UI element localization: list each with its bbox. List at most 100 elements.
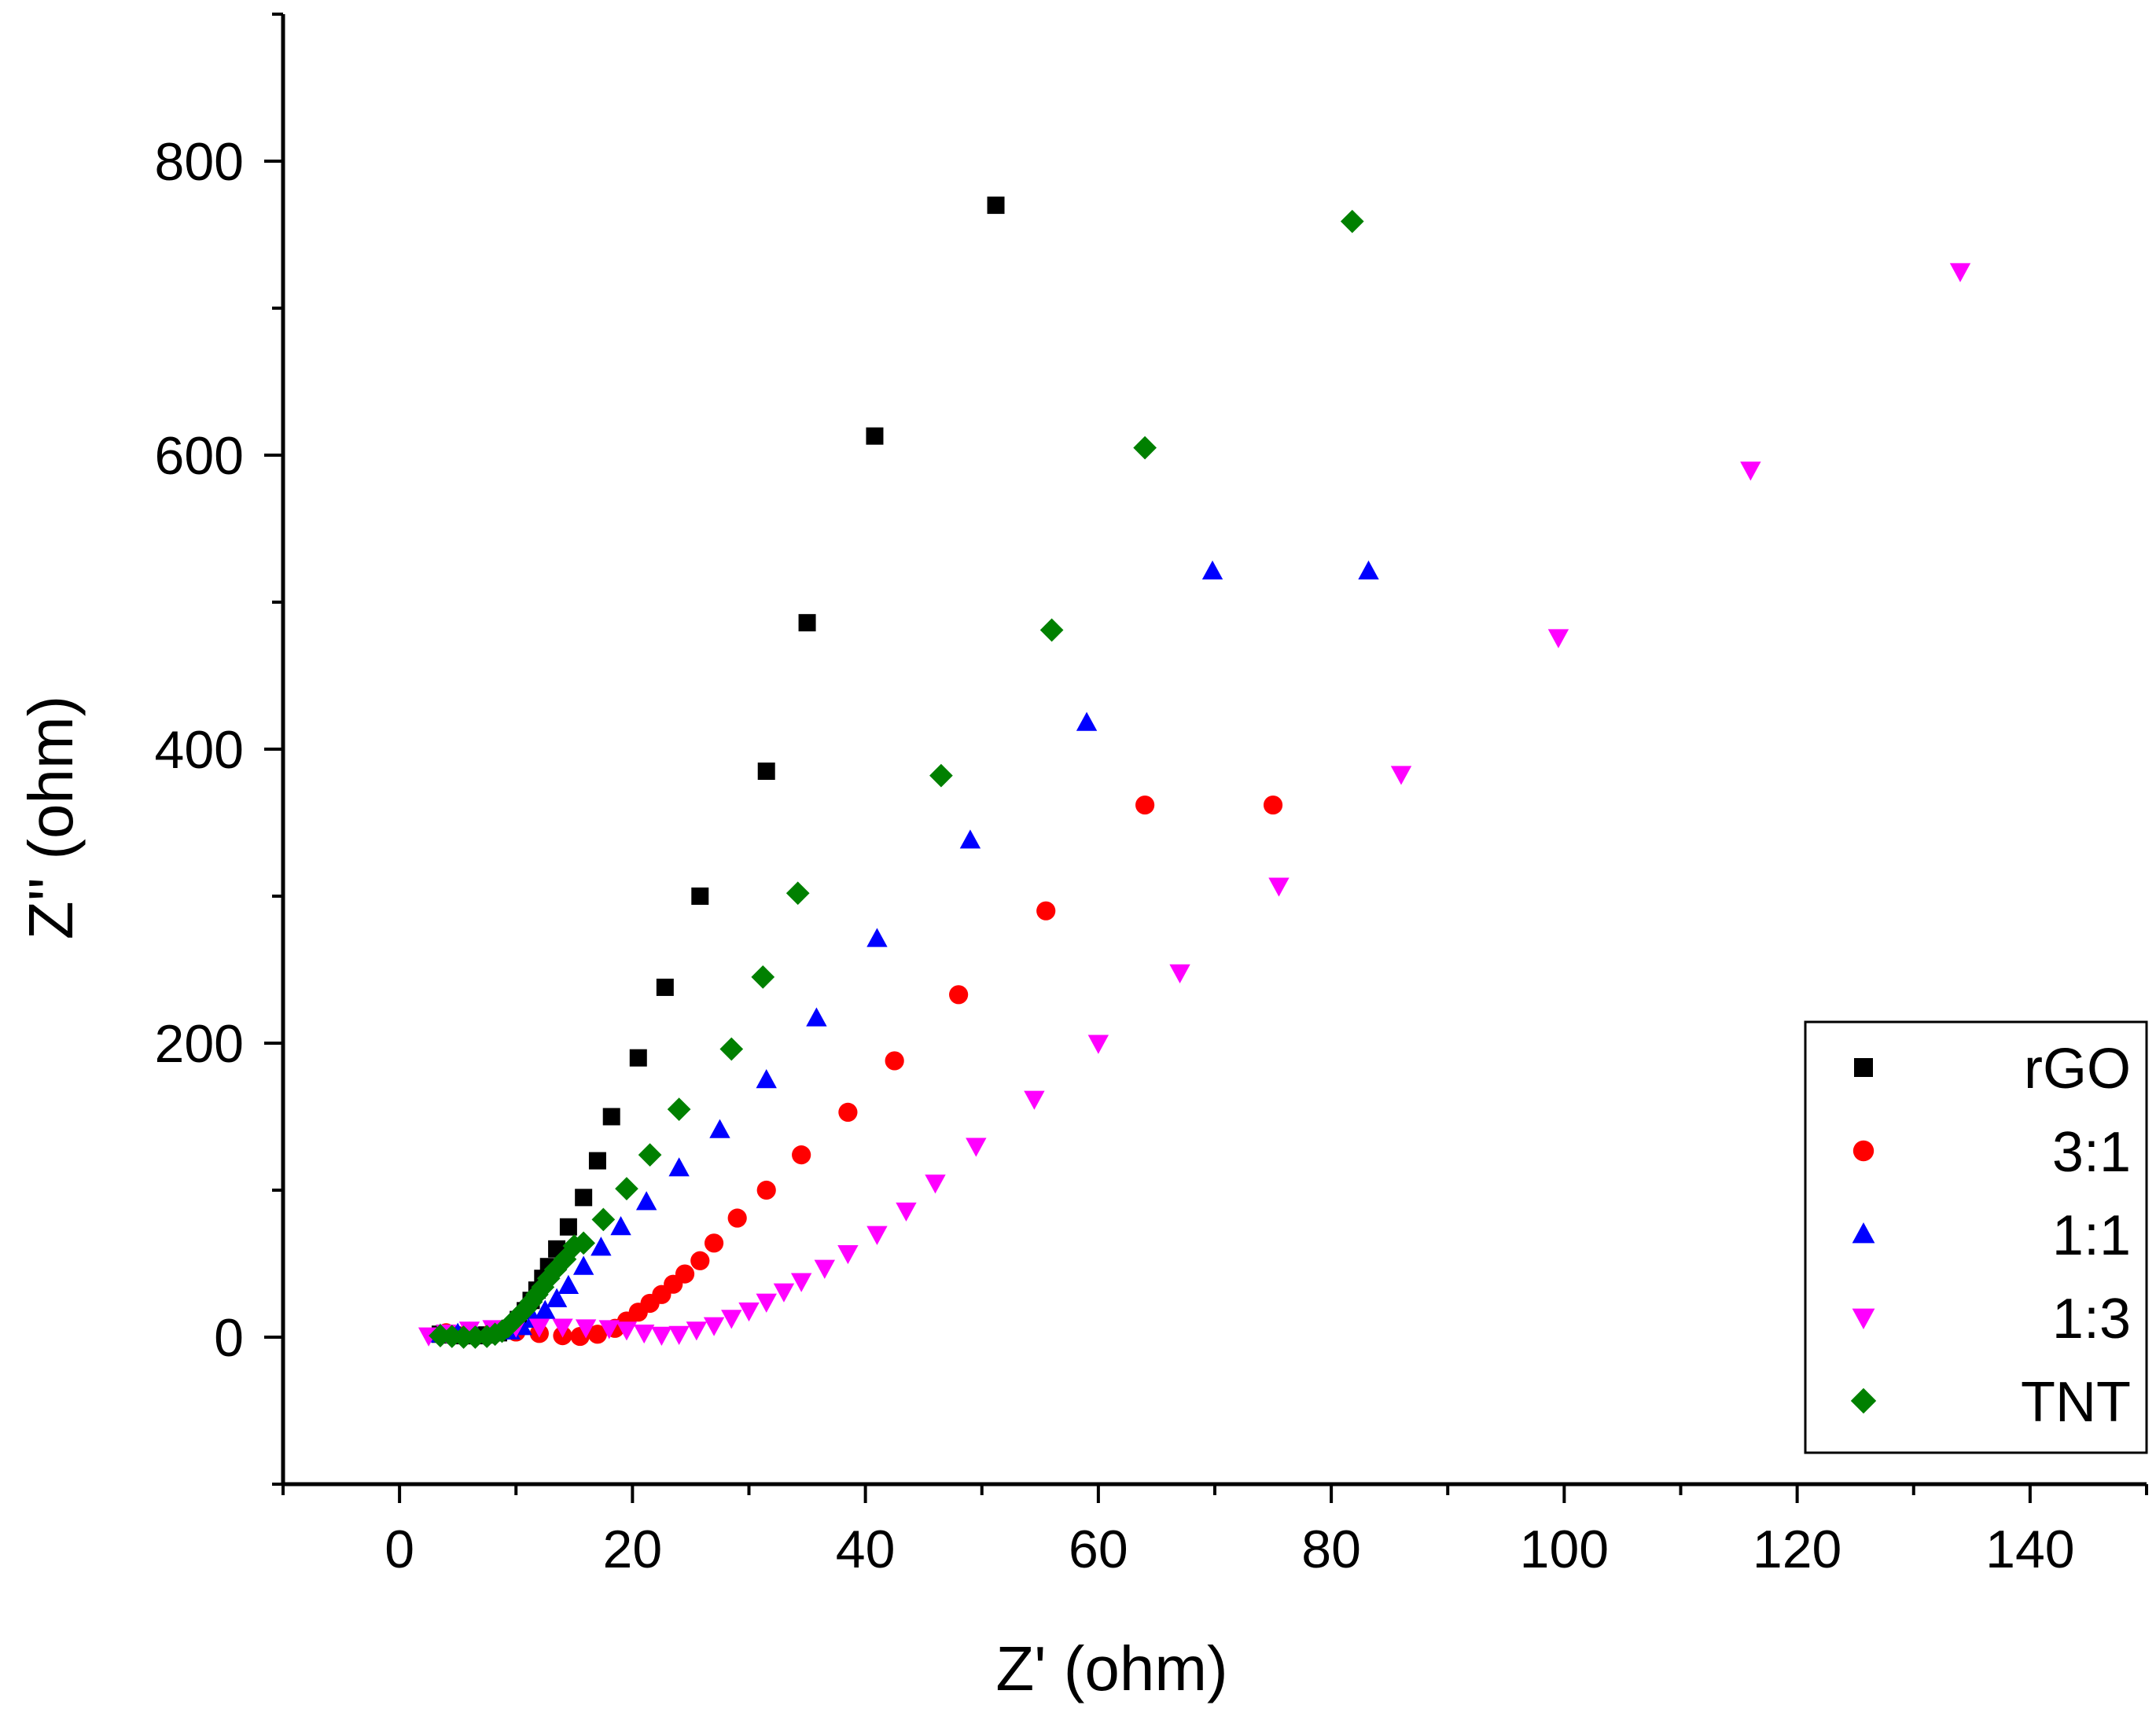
data-point <box>531 1275 555 1299</box>
data-point <box>798 614 816 632</box>
y-tick-label: 400 <box>155 720 244 780</box>
data-point <box>1036 901 1056 921</box>
data-point <box>525 1282 549 1307</box>
data-point <box>1135 795 1155 815</box>
data-point <box>866 427 884 445</box>
data-point <box>1133 436 1157 460</box>
data-point <box>727 1208 747 1228</box>
x-tick-label: 100 <box>1520 1520 1609 1579</box>
legend-label: TNT <box>2021 1371 2131 1434</box>
data-point <box>756 1180 776 1200</box>
data-point <box>675 1264 695 1284</box>
data-point <box>959 829 981 849</box>
y-tick-label: 200 <box>155 1014 244 1074</box>
data-point <box>1547 629 1569 649</box>
data-point <box>651 1326 672 1346</box>
x-tick-label: 20 <box>603 1520 663 1579</box>
y-tick-label: 0 <box>214 1308 244 1368</box>
data-point <box>513 1297 537 1321</box>
data-point <box>598 1320 620 1340</box>
data-point <box>559 1218 577 1236</box>
tick-labels: 0 20 40 60 80 100 120 140 0 200 400 600 800 <box>155 132 2075 1579</box>
x-tick-label: 40 <box>836 1520 896 1579</box>
data-point <box>575 1189 593 1207</box>
data-point <box>615 1177 638 1200</box>
ticks <box>264 13 2148 1503</box>
data-point <box>656 978 674 996</box>
data-point <box>602 1108 620 1126</box>
data-point <box>1169 964 1190 983</box>
legend-marker <box>1850 1387 1877 1414</box>
series-tnt <box>429 209 1364 1349</box>
data-point <box>738 1302 760 1322</box>
data-point <box>616 1321 638 1341</box>
legend-label: 3:1 <box>2052 1121 2131 1184</box>
data-point <box>866 1226 888 1245</box>
legend-marker <box>1852 1308 1875 1329</box>
data-point <box>885 1051 904 1071</box>
x-axis-title: Z' (ohm) <box>995 1634 1227 1703</box>
legend-marker <box>1852 1222 1875 1244</box>
legend-label: 1:3 <box>2052 1288 2131 1351</box>
data-point <box>866 928 888 947</box>
data-point <box>1039 618 1064 642</box>
y-axis-title: Z'' (ohm) <box>16 696 86 940</box>
data-point <box>463 1325 487 1349</box>
data-point <box>638 1143 662 1167</box>
data-point <box>987 197 1005 215</box>
data-point <box>1076 711 1098 731</box>
data-point <box>1201 560 1223 580</box>
data-point <box>751 965 775 989</box>
series-rgo <box>431 197 1005 1345</box>
data-points <box>418 197 1971 1349</box>
x-tick-label: 60 <box>1069 1520 1128 1579</box>
data-point <box>591 1207 616 1232</box>
data-point <box>719 1037 744 1061</box>
data-point <box>587 1325 608 1344</box>
data-point <box>925 1174 946 1194</box>
data-point <box>773 1283 795 1303</box>
x-tick-label: 140 <box>1985 1520 2074 1579</box>
data-point <box>757 763 775 781</box>
data-point <box>546 1288 568 1307</box>
data-point <box>896 1202 917 1222</box>
legend-marker <box>1852 1140 1875 1162</box>
data-point <box>572 1255 594 1275</box>
data-point <box>1390 766 1412 785</box>
data-point <box>588 1152 606 1170</box>
legend-marker <box>1854 1058 1873 1077</box>
data-point <box>668 1157 690 1177</box>
x-tick-label: 80 <box>1301 1520 1361 1579</box>
data-point <box>635 1191 657 1211</box>
y-tick-label: 600 <box>155 426 244 486</box>
data-point <box>838 1102 858 1122</box>
data-point <box>629 1049 647 1067</box>
data-point <box>1740 461 1761 481</box>
data-point <box>721 1310 742 1329</box>
data-point <box>502 1309 526 1333</box>
data-point <box>528 1318 550 1338</box>
data-point <box>552 1318 573 1338</box>
data-point <box>543 1258 568 1281</box>
data-point <box>790 1273 812 1292</box>
data-point <box>535 1299 556 1319</box>
data-point <box>633 1324 655 1344</box>
data-point <box>756 1069 777 1089</box>
data-point <box>837 1244 859 1265</box>
series-1-3 <box>418 263 1971 1347</box>
data-point <box>690 1251 710 1270</box>
data-point <box>949 985 969 1005</box>
data-point <box>786 881 810 906</box>
data-point <box>691 888 709 905</box>
x-tick-label: 120 <box>1753 1520 1841 1579</box>
data-point <box>610 1216 631 1236</box>
x-tick-label: 0 <box>384 1520 414 1579</box>
data-point <box>929 763 953 788</box>
data-point <box>703 1317 725 1336</box>
y-tick-label: 800 <box>155 132 244 192</box>
data-point <box>806 1007 827 1027</box>
data-point <box>668 1325 690 1346</box>
data-point <box>557 1274 579 1294</box>
data-point <box>591 1237 612 1256</box>
